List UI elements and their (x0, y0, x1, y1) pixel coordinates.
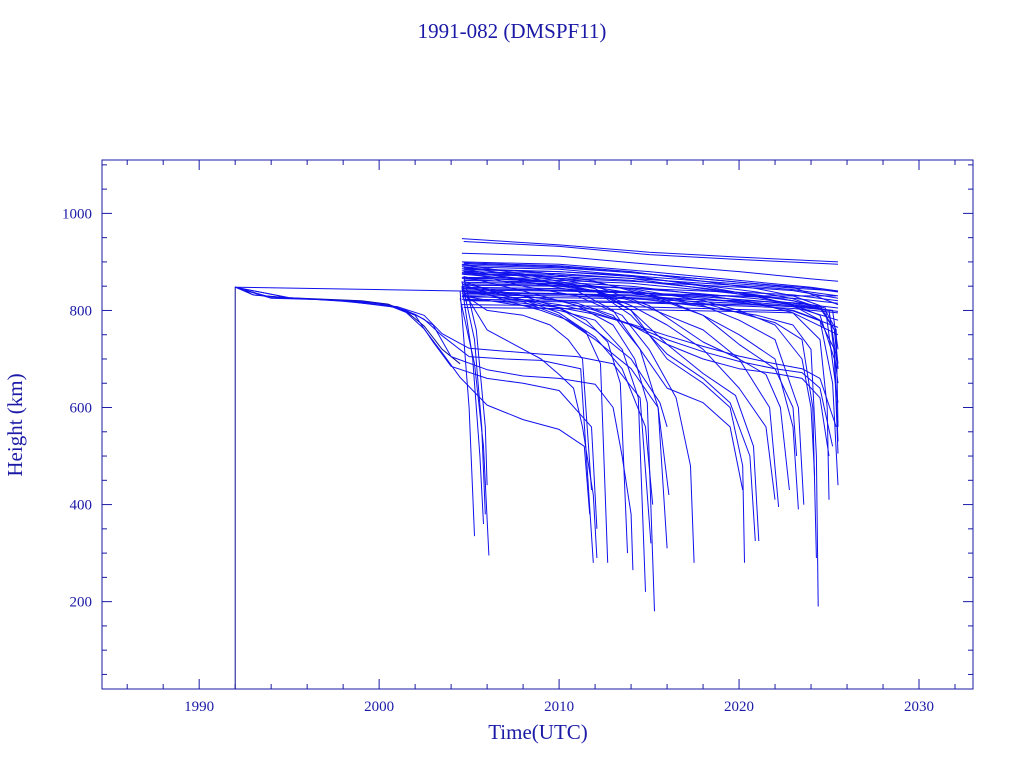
debris-series-line-63 (463, 291, 830, 457)
debris-series-line-58 (461, 252, 839, 282)
debris-series-line-65 (463, 299, 837, 428)
x-axis-label: Time(UTC) (488, 720, 588, 744)
debris-series-line-23 (461, 273, 776, 500)
debris-series-line-56 (461, 238, 839, 263)
debris-series-line-49 (463, 284, 839, 302)
y-tick-label: 800 (70, 303, 93, 319)
debris-series-line-21 (463, 266, 756, 542)
debris-series-line-28 (463, 276, 805, 505)
debris-series-line-57 (463, 241, 839, 265)
debris-series-line-4 (235, 286, 652, 544)
x-tick-label: 2000 (364, 699, 394, 715)
y-tick-label: 400 (70, 498, 93, 514)
x-tick-label: 2030 (904, 699, 934, 715)
debris-series-line-6 (459, 290, 475, 537)
debris-series-line-53 (461, 290, 670, 495)
plot-frame (101, 159, 974, 690)
chart-title: 1991-082 (DMSPF11) (418, 19, 607, 43)
y-tick-label: 600 (70, 401, 93, 417)
debris-series-line-62 (461, 268, 839, 364)
debris-series-line-64 (461, 295, 834, 447)
y-tick-label: 1000 (62, 206, 92, 222)
axes: 1990 2000 2010 2020 2030 200 400 600 800 1000 (62, 160, 973, 715)
debris-series-line-42 (463, 300, 839, 314)
debris-series-line-29 (461, 281, 816, 476)
debris-series-line-0 (235, 286, 591, 515)
debris-series-line-16 (463, 276, 655, 612)
debris-series-line-36 (463, 274, 839, 427)
debris-series-line-1 (235, 286, 598, 529)
plot-area (234, 238, 839, 689)
x-tick-label: 2020 (724, 699, 754, 715)
debris-series-line-55 (461, 285, 654, 505)
debris-series-line-59 (461, 261, 839, 292)
debris-series-line-51 (463, 294, 839, 309)
y-tick-label: 200 (70, 595, 93, 611)
debris-series-line-7 (461, 286, 484, 525)
y-axis-label: Height (km) (3, 373, 27, 476)
debris-series-line-37 (461, 277, 839, 403)
debris-series-line-10 (463, 276, 488, 486)
debris-series-line-2 (235, 286, 594, 563)
debris-series-line-43 (461, 304, 839, 328)
debris-series-line-9 (459, 298, 490, 556)
debris-series-line-12 (461, 293, 592, 491)
x-tick-label: 1990 (184, 699, 214, 715)
x-tick-label: 2010 (544, 699, 574, 715)
debris-series-line-8 (461, 281, 486, 515)
debris-series-line-20 (461, 263, 745, 563)
debris-series-line-11 (461, 288, 598, 559)
debris-series-line-15 (461, 295, 646, 592)
debris-series-line-54 (463, 283, 668, 428)
parent-object-line (234, 286, 461, 689)
debris-series-line-25 (461, 270, 790, 491)
debris-series-line-3 (235, 286, 634, 571)
debris-series-line-40 (463, 293, 839, 350)
debris-series-line-60 (463, 263, 839, 293)
debris-series-line-47 (461, 273, 839, 297)
